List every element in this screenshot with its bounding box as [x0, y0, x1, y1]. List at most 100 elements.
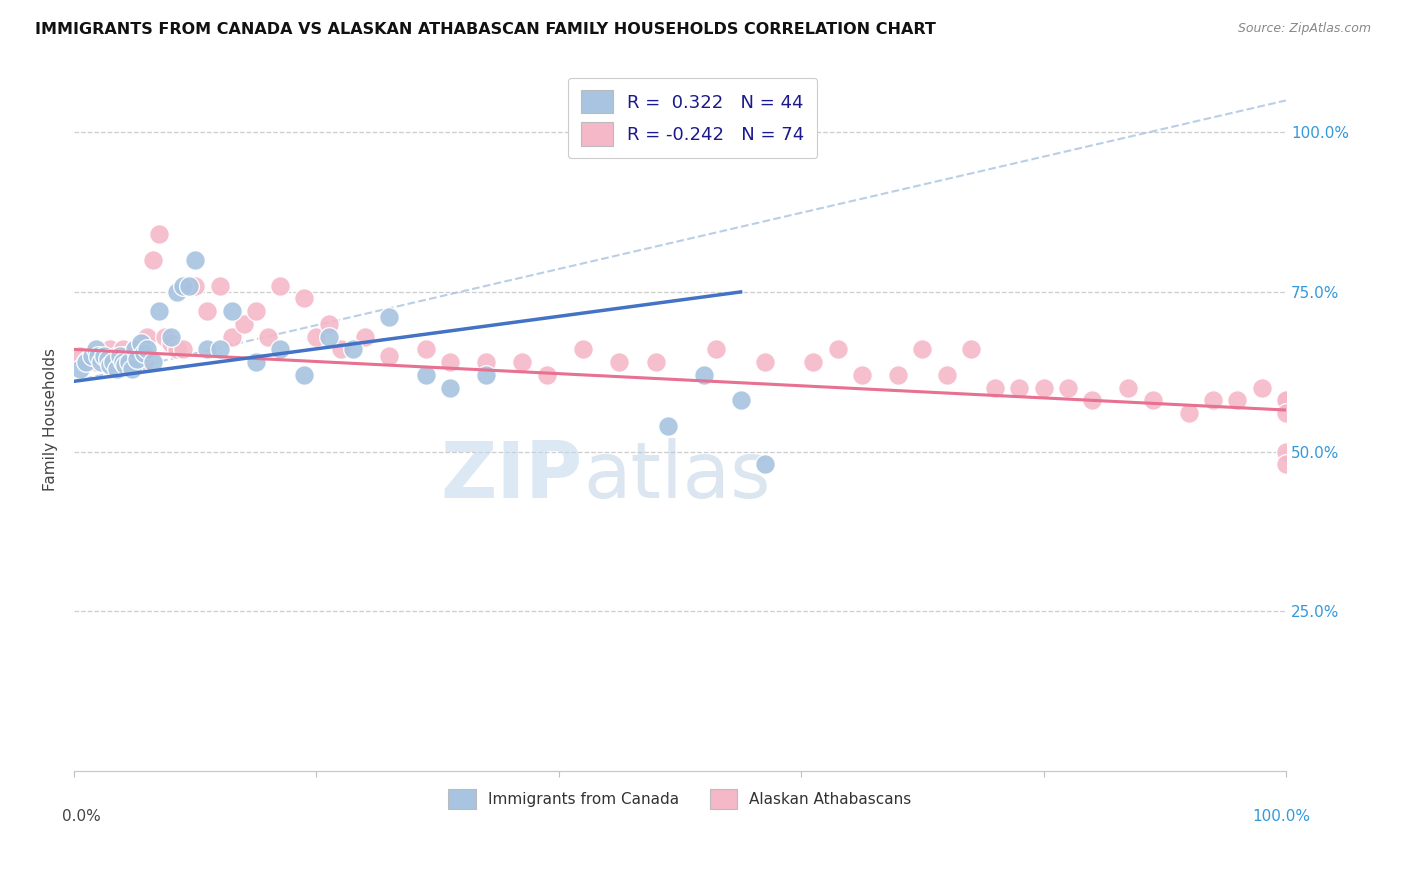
Point: [100, 359, 122, 373]
Point: [197, 343, 219, 357]
Text: Source: ZipAtlas.com: Source: ZipAtlas.com: [1237, 22, 1371, 36]
Point: [354, 329, 377, 343]
Legend: Immigrants from Canada, Alaskan Athabascans: Immigrants from Canada, Alaskan Athabasc…: [437, 778, 922, 819]
Point: [1142, 393, 1164, 408]
Point: [105, 349, 128, 363]
Point: [292, 368, 315, 382]
Point: [142, 253, 165, 268]
Point: [172, 278, 194, 293]
Point: [87, 349, 110, 363]
Point: [609, 355, 631, 369]
Point: [166, 343, 188, 357]
Point: [179, 278, 201, 293]
Point: [245, 304, 267, 318]
Point: [111, 355, 134, 369]
Point: [269, 343, 291, 357]
Point: [108, 355, 131, 369]
Point: [305, 329, 328, 343]
Point: [292, 291, 315, 305]
Point: [1275, 393, 1298, 408]
Point: [69, 361, 91, 376]
Point: [129, 336, 152, 351]
Point: [114, 359, 136, 373]
Point: [378, 310, 401, 325]
Point: [134, 355, 156, 369]
Point: [142, 355, 165, 369]
Point: [160, 336, 183, 351]
Point: [108, 349, 131, 363]
Point: [101, 355, 124, 369]
Point: [124, 343, 146, 357]
Point: [935, 368, 957, 382]
Point: [475, 368, 498, 382]
Point: [208, 278, 231, 293]
Point: [221, 304, 243, 318]
Point: [439, 355, 461, 369]
Point: [754, 458, 776, 472]
Point: [984, 381, 1007, 395]
Point: [84, 343, 107, 357]
Point: [827, 343, 849, 357]
Point: [1081, 393, 1104, 408]
Point: [135, 343, 157, 357]
Point: [87, 349, 110, 363]
Point: [536, 368, 558, 382]
Point: [960, 343, 983, 357]
Point: [245, 355, 267, 369]
Point: [184, 253, 207, 268]
Point: [121, 355, 143, 369]
Text: IMMIGRANTS FROM CANADA VS ALASKAN ATHABASCAN FAMILY HOUSEHOLDS CORRELATION CHART: IMMIGRANTS FROM CANADA VS ALASKAN ATHABA…: [35, 22, 936, 37]
Point: [90, 355, 112, 369]
Point: [1275, 393, 1298, 408]
Point: [378, 349, 401, 363]
Point: [1275, 458, 1298, 472]
Point: [318, 317, 340, 331]
Point: [1250, 381, 1272, 395]
Point: [329, 343, 352, 357]
Point: [127, 351, 149, 366]
Point: [754, 355, 776, 369]
Point: [269, 278, 291, 293]
Point: [851, 368, 873, 382]
Point: [84, 355, 107, 369]
Point: [101, 355, 124, 369]
Point: [706, 343, 728, 357]
Point: [160, 329, 183, 343]
Point: [90, 351, 112, 366]
Point: [77, 351, 100, 366]
Point: [114, 349, 136, 363]
Point: [1178, 406, 1201, 420]
Point: [153, 329, 176, 343]
Point: [148, 227, 170, 242]
Point: [208, 343, 231, 357]
Point: [75, 355, 97, 369]
Y-axis label: Family Households: Family Households: [44, 348, 58, 491]
Point: [93, 349, 115, 363]
Point: [1008, 381, 1031, 395]
Point: [439, 381, 461, 395]
Point: [318, 329, 340, 343]
Point: [221, 329, 243, 343]
Point: [801, 355, 824, 369]
Point: [197, 304, 219, 318]
Point: [117, 355, 139, 369]
Point: [887, 368, 910, 382]
Text: atlas: atlas: [583, 438, 770, 514]
Point: [232, 317, 254, 331]
Point: [512, 355, 534, 369]
Point: [1118, 381, 1140, 395]
Point: [257, 329, 280, 343]
Point: [1056, 381, 1078, 395]
Point: [911, 343, 934, 357]
Text: ZIP: ZIP: [441, 438, 583, 514]
Point: [1032, 381, 1054, 395]
Point: [75, 355, 97, 369]
Point: [82, 349, 104, 363]
Point: [105, 361, 128, 376]
Point: [166, 285, 188, 299]
Point: [97, 351, 120, 366]
Point: [1202, 393, 1225, 408]
Point: [82, 349, 104, 363]
Point: [572, 343, 595, 357]
Point: [111, 343, 134, 357]
